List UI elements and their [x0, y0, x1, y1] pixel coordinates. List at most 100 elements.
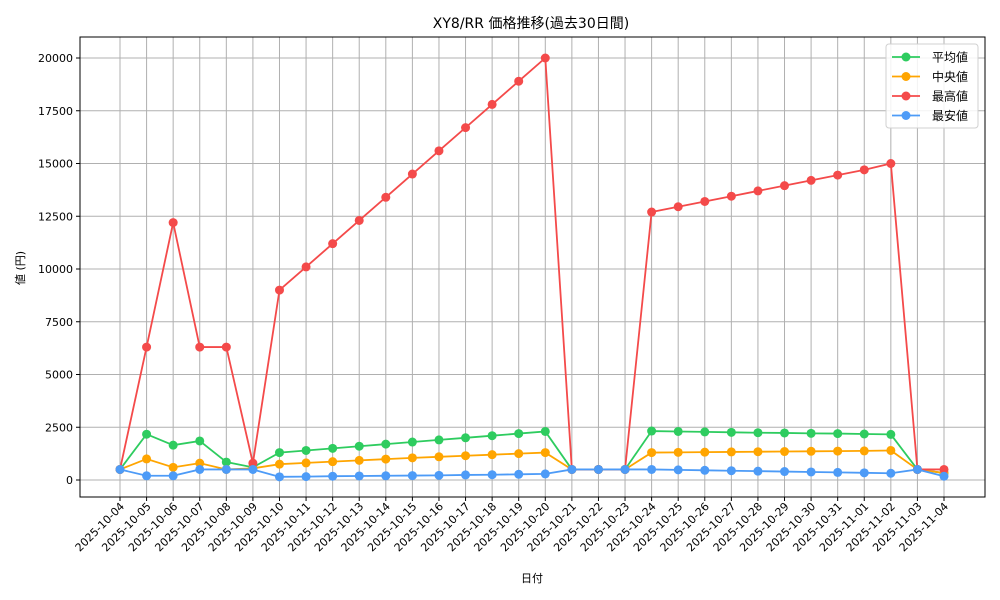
data-point [142, 471, 152, 481]
data-point [274, 472, 284, 482]
data-point [514, 429, 524, 439]
data-point [753, 186, 763, 196]
legend-marker-icon [901, 111, 911, 120]
y-tick-label: 5000 [45, 369, 73, 382]
data-point [407, 169, 417, 179]
data-series [115, 53, 949, 482]
data-point [859, 429, 869, 439]
data-point [593, 464, 603, 474]
data-point [806, 428, 816, 438]
data-point [540, 426, 550, 436]
data-point [859, 468, 869, 478]
data-point [647, 448, 657, 458]
legend-label: 中央値 [932, 69, 968, 84]
data-point [647, 426, 657, 436]
data-point [461, 433, 471, 443]
data-point [833, 170, 843, 180]
data-point [115, 464, 125, 474]
data-point [753, 447, 763, 457]
data-point [195, 458, 205, 468]
data-point [142, 429, 152, 439]
data-point [939, 464, 949, 474]
data-point [540, 469, 550, 479]
data-point [726, 427, 736, 437]
plot-frame [79, 36, 986, 498]
data-point [540, 448, 550, 458]
data-point [195, 436, 205, 446]
data-point [700, 447, 710, 457]
legend-label: 最安値 [932, 108, 968, 123]
y-tick-label: 15000 [38, 158, 73, 171]
data-point [354, 215, 364, 225]
x-axis-ticks: 2025-10-042025-10-052025-10-062025-10-07… [73, 497, 951, 554]
data-point [673, 426, 683, 436]
data-point [567, 464, 577, 474]
y-tick-label: 2500 [45, 421, 73, 434]
y-tick-label: 10000 [38, 263, 73, 276]
data-point [806, 446, 816, 456]
series-最高値 [115, 53, 949, 474]
series-最安値 [115, 464, 949, 482]
data-point [142, 342, 152, 352]
data-point [221, 457, 231, 467]
data-point [354, 471, 364, 481]
series-中央値 [115, 445, 949, 478]
y-tick-label: 0 [66, 474, 73, 487]
data-point [753, 428, 763, 438]
data-point [514, 449, 524, 459]
data-point [328, 457, 338, 467]
data-point [274, 448, 284, 458]
data-point [620, 464, 630, 474]
y-tick-label: 17500 [38, 105, 73, 118]
data-point [381, 192, 391, 202]
data-point [248, 464, 258, 474]
y-axis-ticks: 0 2500 5000 7500 10000 12500 15000 17500 20000 [38, 52, 80, 487]
data-point [195, 464, 205, 474]
data-point [301, 445, 311, 455]
data-point [328, 471, 338, 481]
data-point [726, 447, 736, 457]
data-point [859, 165, 869, 175]
data-point [221, 464, 231, 474]
data-point [381, 471, 391, 481]
grid-lines [80, 37, 985, 497]
data-point [700, 196, 710, 206]
y-tick-label: 12500 [38, 210, 73, 223]
data-point [806, 175, 816, 185]
x-axis-label: 日付 [521, 572, 543, 585]
y-tick-label: 20000 [38, 52, 73, 65]
legend-item: 平均値 [892, 50, 968, 65]
data-point [886, 159, 896, 168]
data-point [886, 445, 896, 455]
data-point [434, 146, 444, 156]
data-point [514, 469, 524, 479]
data-point [195, 342, 205, 352]
data-point [487, 470, 497, 480]
data-point [461, 451, 471, 461]
data-point [168, 471, 178, 481]
data-point [274, 285, 284, 295]
data-point [328, 239, 338, 249]
chart-title: XY8/RR 価格推移(過去30日間) [433, 16, 629, 32]
data-point [673, 447, 683, 457]
data-point [328, 443, 338, 453]
data-point [780, 181, 790, 191]
data-point [381, 439, 391, 449]
series-平均値 [115, 426, 949, 478]
data-point [487, 431, 497, 441]
data-point [780, 428, 790, 438]
data-point [806, 467, 816, 477]
data-point [407, 453, 417, 463]
data-point [912, 464, 922, 474]
data-point [647, 464, 657, 474]
data-point [673, 465, 683, 475]
legend-marker-icon [901, 52, 911, 62]
data-point [726, 191, 736, 201]
data-point [540, 53, 550, 63]
data-point [301, 262, 311, 272]
data-point [221, 342, 231, 352]
y-axis-label: 値 (円) [14, 251, 27, 285]
data-point [487, 99, 497, 109]
